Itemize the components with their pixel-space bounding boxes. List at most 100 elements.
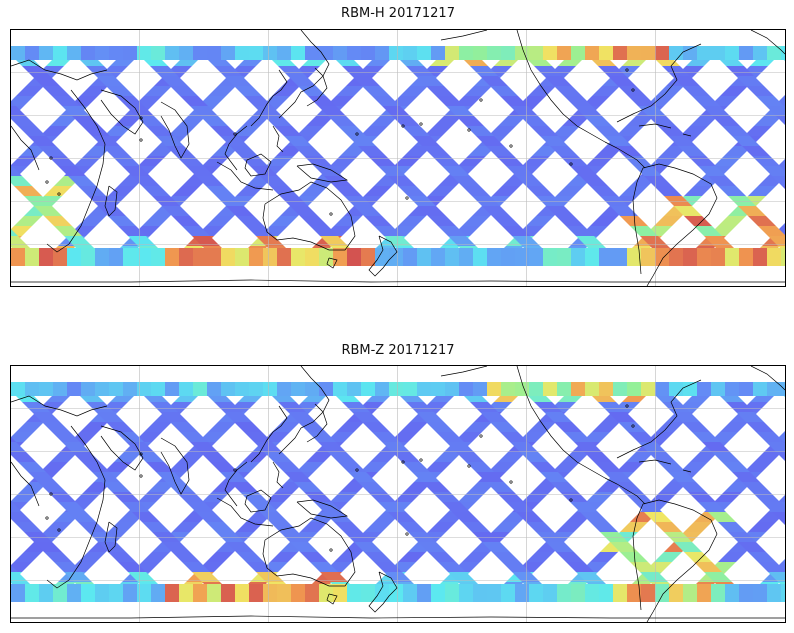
swath-cell bbox=[748, 216, 776, 226]
swath-cell bbox=[556, 216, 584, 226]
swath-cell bbox=[627, 46, 642, 60]
swath-cell bbox=[375, 46, 390, 60]
swath-cell bbox=[208, 86, 236, 96]
swath-cell bbox=[288, 76, 316, 86]
swath-cell bbox=[362, 422, 390, 432]
swath-cell bbox=[576, 236, 604, 246]
swath-cell bbox=[550, 146, 578, 156]
swath-cell bbox=[221, 46, 236, 60]
swath-cell bbox=[116, 96, 144, 106]
swath-cell bbox=[711, 584, 726, 602]
swath-cell bbox=[146, 126, 174, 136]
swath-cell bbox=[170, 422, 198, 432]
swath-cell bbox=[528, 86, 556, 96]
swath-cell bbox=[11, 236, 28, 246]
swath-cell bbox=[96, 412, 124, 422]
swath-cell bbox=[232, 462, 260, 472]
swath-cell bbox=[44, 186, 72, 196]
swath-cell bbox=[81, 46, 96, 60]
island-outline bbox=[329, 212, 333, 216]
swath-cell bbox=[781, 46, 785, 60]
swath-cell bbox=[464, 422, 492, 432]
swath-cell bbox=[172, 552, 200, 562]
swath-cell bbox=[767, 46, 782, 60]
swath-cell bbox=[374, 562, 402, 572]
swath-cell bbox=[398, 522, 426, 532]
swath-cell bbox=[540, 136, 568, 146]
swath-cell bbox=[98, 542, 126, 552]
swath-cell bbox=[748, 552, 776, 562]
swath-cell bbox=[754, 116, 782, 126]
swath-cell bbox=[398, 552, 426, 562]
swath-cell bbox=[534, 402, 562, 412]
swath-cell bbox=[767, 382, 782, 396]
swath-cell bbox=[501, 248, 516, 266]
swath-cell bbox=[684, 522, 712, 532]
swath-cell bbox=[14, 186, 42, 196]
swath-cell bbox=[244, 432, 272, 442]
swath-cell bbox=[476, 472, 504, 482]
swath-cell bbox=[543, 584, 558, 602]
swath-cell bbox=[14, 522, 42, 532]
swath-cell bbox=[641, 584, 656, 602]
swath-cell bbox=[192, 236, 220, 246]
swath-cell bbox=[416, 76, 444, 86]
swath-cell bbox=[152, 532, 180, 542]
island-outline bbox=[355, 468, 359, 472]
swath-cell bbox=[516, 512, 544, 522]
swath-cell bbox=[42, 86, 70, 96]
swath-cell bbox=[22, 66, 50, 76]
swath-cell bbox=[487, 248, 502, 266]
swath-cell bbox=[736, 76, 764, 86]
swath-cell bbox=[123, 584, 138, 602]
swath-cell bbox=[688, 156, 716, 166]
swath-cell bbox=[95, 584, 110, 602]
swath-cell bbox=[260, 176, 288, 186]
swath-cell bbox=[556, 552, 584, 562]
swath-cell bbox=[530, 462, 558, 472]
swath-cell bbox=[249, 46, 264, 60]
swath-cell bbox=[516, 176, 544, 186]
swath-cell bbox=[718, 216, 746, 226]
swath-cell bbox=[156, 472, 184, 482]
swath-cell bbox=[488, 462, 516, 472]
swath-cell bbox=[370, 116, 398, 126]
swath-cell bbox=[306, 116, 334, 126]
swath-cell bbox=[711, 382, 726, 396]
swath-cell bbox=[334, 522, 362, 532]
swath-cell bbox=[752, 492, 780, 502]
swath-cell bbox=[277, 382, 292, 396]
swath-cell bbox=[310, 226, 338, 236]
swath-cell bbox=[200, 452, 228, 462]
swath-cell bbox=[492, 552, 520, 562]
island-outline bbox=[479, 434, 483, 438]
swath-cell bbox=[146, 462, 174, 472]
swath-cell bbox=[34, 542, 62, 552]
coastline bbox=[632, 503, 644, 611]
swath-cell bbox=[496, 492, 524, 502]
swath-cell bbox=[375, 584, 390, 602]
swath-cell bbox=[274, 462, 302, 472]
swath-cell bbox=[98, 206, 126, 216]
swath-cell bbox=[298, 422, 326, 432]
swath-cell bbox=[650, 156, 678, 166]
swath-cell bbox=[108, 552, 136, 562]
swath-cell bbox=[348, 136, 376, 146]
swath-cell bbox=[81, 584, 96, 602]
swath-cell bbox=[11, 572, 28, 582]
swath-cell bbox=[641, 248, 656, 266]
swath-cell bbox=[196, 512, 224, 522]
swath-cell bbox=[52, 432, 80, 442]
swath-cell bbox=[472, 532, 500, 542]
swath-cell bbox=[571, 46, 586, 60]
swath-cell bbox=[501, 46, 516, 60]
swath-cell bbox=[590, 216, 618, 226]
coastline bbox=[616, 43, 702, 123]
swath-cell bbox=[554, 422, 582, 432]
swath-cell bbox=[179, 382, 194, 396]
swath-cell bbox=[720, 422, 748, 432]
island-outline bbox=[139, 116, 143, 120]
swath-cell bbox=[25, 248, 40, 266]
swath-cell bbox=[263, 46, 278, 60]
swath-cell bbox=[550, 482, 578, 492]
